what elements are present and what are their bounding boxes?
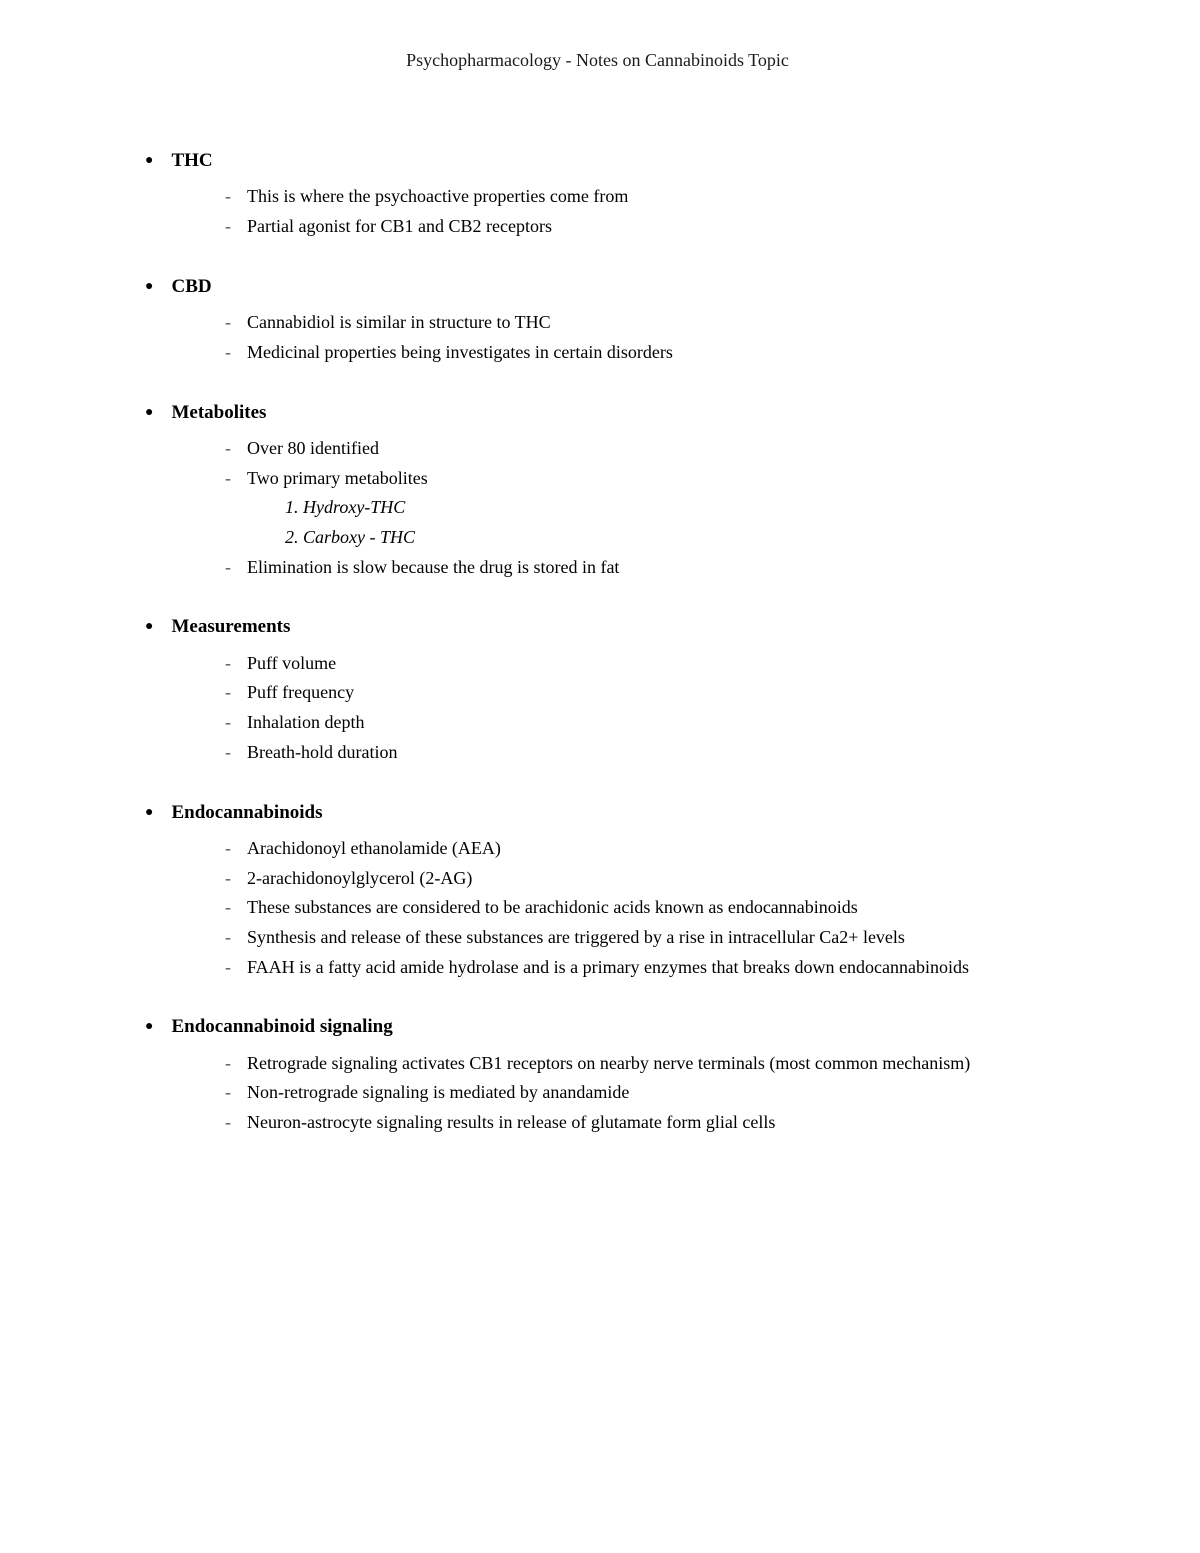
list-item: Retrograde signaling activates CB1 recep… <box>225 1049 1050 1079</box>
list-item: Two primary metabolites <box>225 464 1050 494</box>
section-title: Metabolites <box>145 398 1050 428</box>
section-title: THC <box>145 146 1050 176</box>
list-item: Elimination is slow because the drug is … <box>225 553 1050 583</box>
list-item: Non-retrograde signaling is mediated by … <box>225 1078 1050 1108</box>
section-endocannabinoids: Endocannabinoids Arachidonoyl ethanolami… <box>145 798 1050 983</box>
sub-list: This is where the psychoactive propertie… <box>145 182 1050 241</box>
section-title: Endocannabinoids <box>145 798 1050 828</box>
section-cbd: CBD Cannabidiol is similar in structure … <box>145 272 1050 368</box>
sub-list: Arachidonoyl ethanolamide (AEA) 2-arachi… <box>145 834 1050 982</box>
section-title: Measurements <box>145 612 1050 642</box>
list-item: Cannabidiol is similar in structure to T… <box>225 308 1050 338</box>
list-item: These substances are considered to be ar… <box>225 893 1050 923</box>
list-item: Medicinal properties being investigates … <box>225 338 1050 368</box>
list-item: Puff volume <box>225 649 1050 679</box>
section-thc: THC This is where the psychoactive prope… <box>145 146 1050 242</box>
list-item: This is where the psychoactive propertie… <box>225 182 1050 212</box>
list-item: Arachidonoyl ethanolamide (AEA) <box>225 834 1050 864</box>
numbered-item: 1. Hydroxy-THC <box>285 493 1050 523</box>
list-item: 2-arachidonoylglycerol (2-AG) <box>225 864 1050 894</box>
sub-list: Cannabidiol is similar in structure to T… <box>145 308 1050 367</box>
list-item: Over 80 identified <box>225 434 1050 464</box>
section-measurements: Measurements Puff volume Puff frequency … <box>145 612 1050 767</box>
list-item: Breath-hold duration <box>225 738 1050 768</box>
section-title: CBD <box>145 272 1050 302</box>
numbered-list: 1. Hydroxy-THC 2. Carboxy - THC <box>225 493 1050 552</box>
list-item: Inhalation depth <box>225 708 1050 738</box>
page-title: Psychopharmacology - Notes on Cannabinoi… <box>145 50 1050 71</box>
list-item: Neuron-astrocyte signaling results in re… <box>225 1108 1050 1138</box>
section-endocannabinoid-signaling: Endocannabinoid signaling Retrograde sig… <box>145 1012 1050 1137</box>
sub-list: Over 80 identified Two primary metabolit… <box>145 434 1050 582</box>
list-item: Puff frequency <box>225 678 1050 708</box>
section-title: Endocannabinoid signaling <box>145 1012 1050 1042</box>
numbered-item: 2. Carboxy - THC <box>285 523 1050 553</box>
list-item: Synthesis and release of these substance… <box>225 923 1050 953</box>
sub-list: Puff volume Puff frequency Inhalation de… <box>145 649 1050 768</box>
list-item: Partial agonist for CB1 and CB2 receptor… <box>225 212 1050 242</box>
sub-list: Retrograde signaling activates CB1 recep… <box>145 1049 1050 1138</box>
list-item: FAAH is a fatty acid amide hydrolase and… <box>225 953 1050 983</box>
section-metabolites: Metabolites Over 80 identified Two prima… <box>145 398 1050 583</box>
